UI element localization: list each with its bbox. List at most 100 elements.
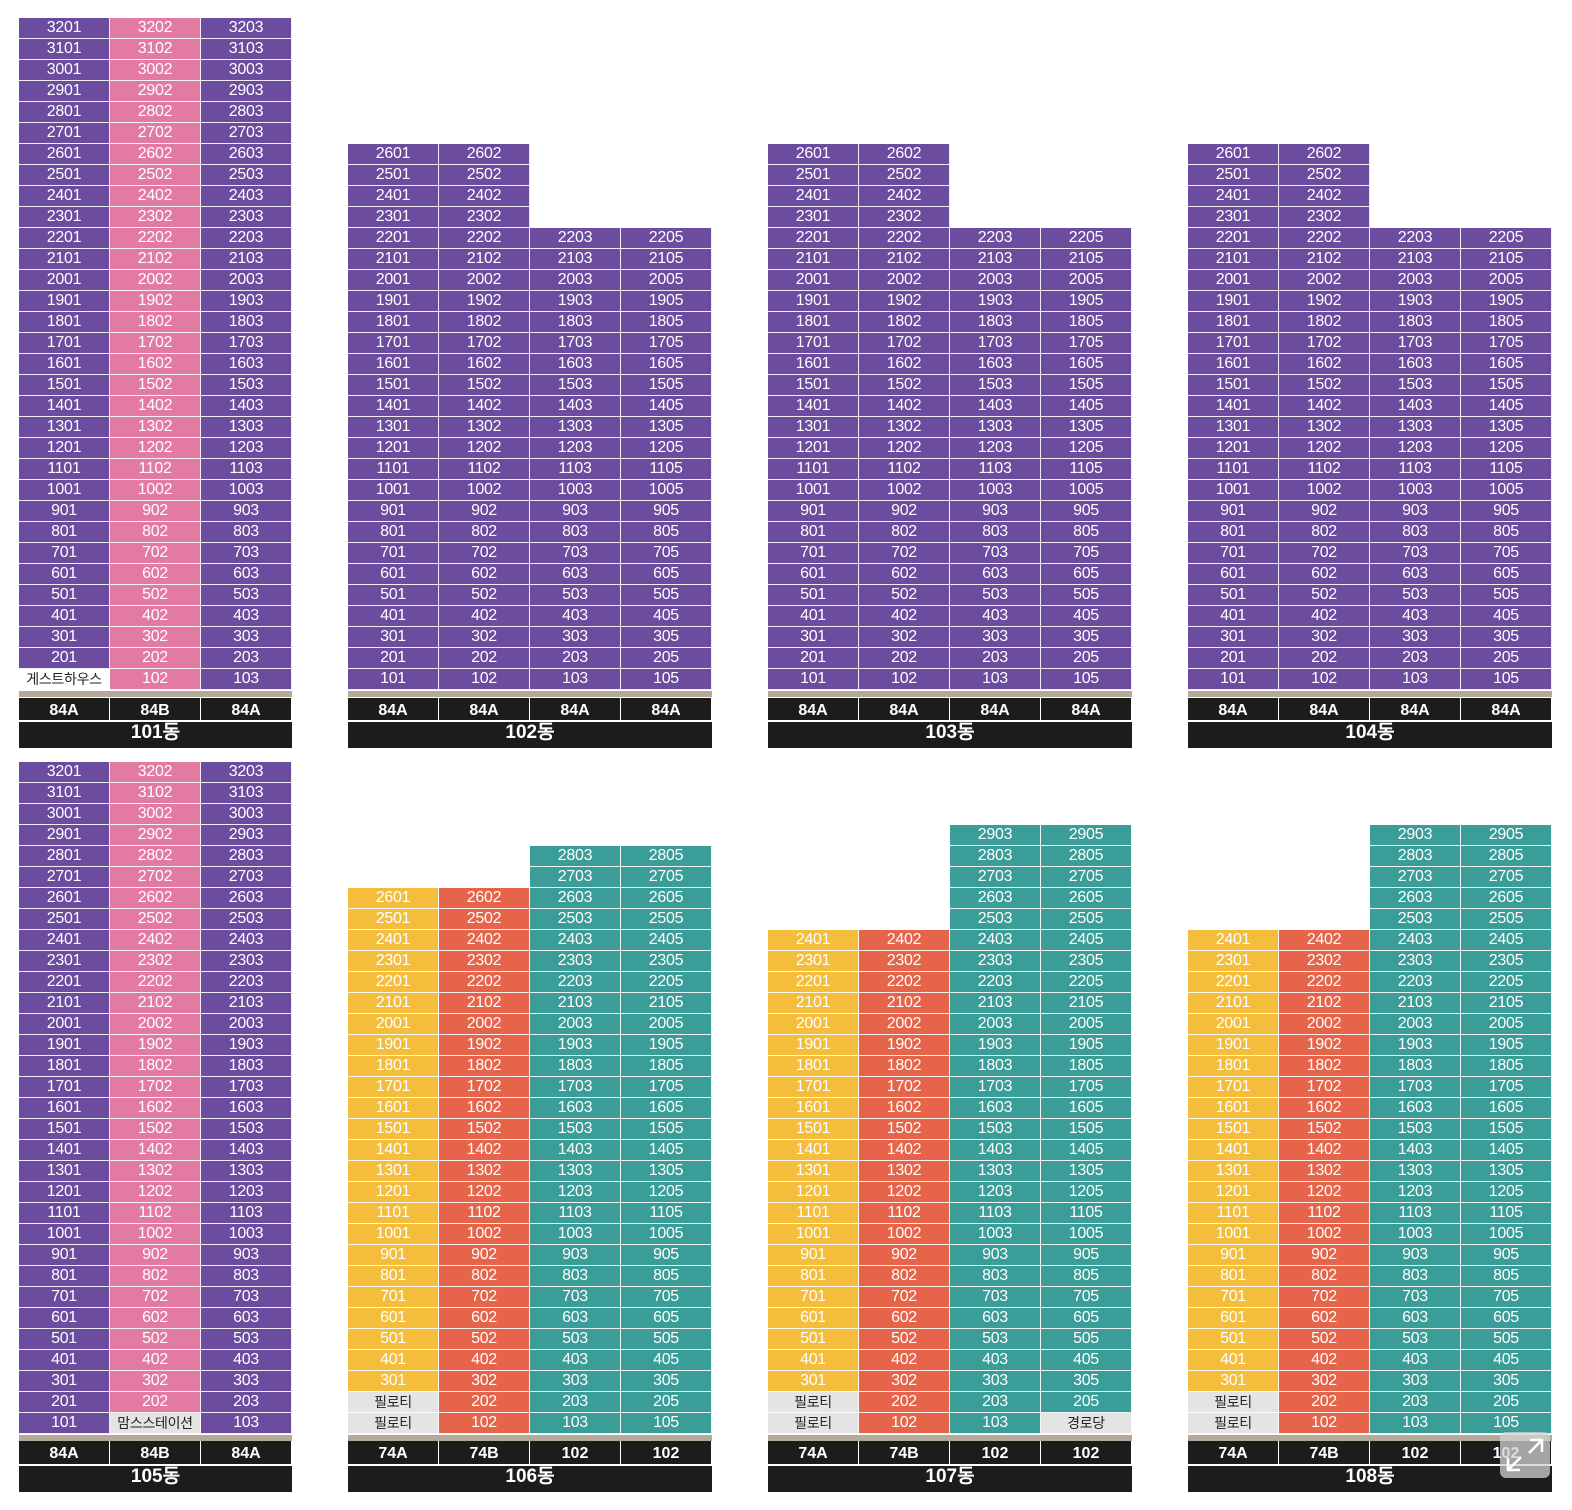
unit-cell: 1502 bbox=[439, 375, 530, 396]
unit-cell: 603 bbox=[201, 1308, 292, 1329]
unit-cell: 1503 bbox=[1370, 1119, 1461, 1140]
unit-cell: 503 bbox=[530, 585, 621, 606]
unit-cell: 1805 bbox=[1461, 312, 1552, 333]
unit-cell: 2203 bbox=[201, 228, 292, 249]
ground-strip bbox=[348, 691, 712, 697]
unit-cell: 2903 bbox=[201, 825, 292, 846]
unit-cell: 1503 bbox=[950, 1119, 1041, 1140]
unit-cell: 2201 bbox=[348, 972, 439, 993]
unit-cell: 2502 bbox=[439, 909, 530, 930]
unit-cell: 1003 bbox=[201, 480, 292, 501]
unit-cell: 701 bbox=[19, 543, 110, 564]
unit-cell: 803 bbox=[201, 522, 292, 543]
unit-cell: 1003 bbox=[201, 1224, 292, 1245]
unit-cell: 301 bbox=[348, 627, 439, 648]
unit-cell: 2205 bbox=[1041, 228, 1132, 249]
unit-cell: 905 bbox=[1461, 1245, 1552, 1266]
unit-cell: 205 bbox=[621, 648, 712, 669]
unit-cell: 1005 bbox=[621, 480, 712, 501]
unit-cell: 1102 bbox=[1279, 459, 1370, 480]
unit-cell: 2105 bbox=[1461, 249, 1552, 270]
unit-cell: 1101 bbox=[768, 459, 859, 480]
unit-cell: 1801 bbox=[1188, 312, 1279, 333]
unit-cell: 2303 bbox=[950, 951, 1041, 972]
building-name-label: 107동 bbox=[768, 1464, 1132, 1492]
unit-cell: 1402 bbox=[439, 396, 530, 417]
unit-cell: 901 bbox=[348, 501, 439, 522]
unit-cell: 403 bbox=[201, 1350, 292, 1371]
unit-cell: 103 bbox=[201, 669, 292, 690]
unit-cell: 201 bbox=[348, 648, 439, 669]
unit-cell: 2101 bbox=[19, 993, 110, 1014]
unit-cell: 2702 bbox=[110, 123, 201, 144]
unit-cell: 402 bbox=[859, 1350, 950, 1371]
unit-cell: 602 bbox=[1279, 564, 1370, 585]
expand-button[interactable] bbox=[1500, 1432, 1550, 1478]
unit-cell: 1905 bbox=[621, 291, 712, 312]
unit-type-label: 102 bbox=[530, 1441, 621, 1464]
unit-cell: 605 bbox=[1041, 564, 1132, 585]
unit-cell: 1502 bbox=[110, 1119, 201, 1140]
unit-cell: 1501 bbox=[348, 375, 439, 396]
unit-cell: 3103 bbox=[201, 39, 292, 60]
unit-type-label: 84A bbox=[19, 698, 110, 720]
unit-cell: 1505 bbox=[1041, 1119, 1132, 1140]
unit-cell: 1201 bbox=[19, 1182, 110, 1203]
unit-cell: 503 bbox=[530, 1329, 621, 1350]
unit-cell: 503 bbox=[201, 585, 292, 606]
unit-cell: 1902 bbox=[110, 291, 201, 312]
unit-cell: 405 bbox=[621, 1350, 712, 1371]
unit-cell: 1101 bbox=[19, 459, 110, 480]
unit-cell: 801 bbox=[1188, 1266, 1279, 1287]
unit-cell: 703 bbox=[201, 1287, 292, 1308]
unit-cell: 3002 bbox=[110, 804, 201, 825]
unit-cell: 1603 bbox=[950, 354, 1041, 375]
unit-cell: 1605 bbox=[1461, 354, 1552, 375]
unit-cell: 1201 bbox=[348, 1182, 439, 1203]
unit-cell: 1401 bbox=[348, 1140, 439, 1161]
unit-cell: 1502 bbox=[110, 375, 201, 396]
unit-cell: 1705 bbox=[1041, 333, 1132, 354]
unit-cell: 505 bbox=[1041, 585, 1132, 606]
unit-cell: 302 bbox=[439, 1371, 530, 1392]
unit-cell: 102 bbox=[859, 1413, 950, 1434]
unit-cell: 2402 bbox=[439, 930, 530, 951]
unit-cell: 1501 bbox=[1188, 1119, 1279, 1140]
unit-cell: 303 bbox=[950, 1371, 1041, 1392]
unit-cell: 2905 bbox=[1041, 825, 1132, 846]
unit-cell: 1002 bbox=[1279, 1224, 1370, 1245]
unit-cell: 1101 bbox=[19, 1203, 110, 1224]
unit-cell: 1402 bbox=[1279, 1140, 1370, 1161]
unit-cell: 3101 bbox=[19, 39, 110, 60]
unit-cell: 703 bbox=[1370, 543, 1461, 564]
unit-cell: 2602 bbox=[439, 144, 530, 165]
unit-cell: 1502 bbox=[859, 1119, 950, 1140]
unit-cell: 603 bbox=[201, 564, 292, 585]
unit-cell: 2401 bbox=[348, 186, 439, 207]
unit-cell: 1605 bbox=[621, 1098, 712, 1119]
unit-cell: 402 bbox=[1279, 606, 1370, 627]
unit-cell: 1603 bbox=[1370, 1098, 1461, 1119]
building-name-label: 104동 bbox=[1188, 720, 1552, 748]
unit-cell: 903 bbox=[201, 1245, 292, 1266]
unit-cell: 1103 bbox=[1370, 1203, 1461, 1224]
unit-cell: 2705 bbox=[621, 867, 712, 888]
unit-cell: 1905 bbox=[1461, 291, 1552, 312]
unit-type-label: 84B bbox=[110, 698, 201, 720]
unit-cell: 2902 bbox=[110, 825, 201, 846]
unit-cell: 1501 bbox=[768, 375, 859, 396]
unit-cell: 2703 bbox=[201, 123, 292, 144]
unit-cell: 2102 bbox=[439, 249, 530, 270]
unit-cell: 1003 bbox=[950, 1224, 1041, 1245]
unit-cell: 2803 bbox=[530, 846, 621, 867]
unit-cell: 2801 bbox=[19, 102, 110, 123]
facility-cell: 필로티 bbox=[348, 1413, 439, 1434]
unit-type-label: 84A bbox=[859, 698, 950, 720]
unit-cell: 601 bbox=[19, 564, 110, 585]
unit-cell: 803 bbox=[950, 1266, 1041, 1287]
unit-cell: 1902 bbox=[439, 291, 530, 312]
unit-cell: 701 bbox=[348, 543, 439, 564]
unit-cell: 703 bbox=[1370, 1287, 1461, 1308]
unit-cell: 405 bbox=[1041, 1350, 1132, 1371]
unit-cell: 1405 bbox=[621, 396, 712, 417]
